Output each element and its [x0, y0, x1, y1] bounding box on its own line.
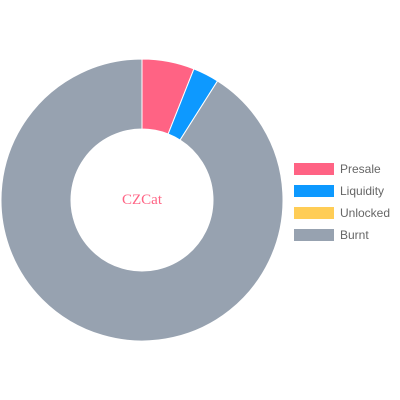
legend-label: Burnt	[340, 228, 369, 242]
slice-burnt[interactable]	[0, 58, 284, 342]
legend-swatch	[294, 163, 334, 175]
legend-item-presale[interactable]: Presale	[294, 158, 390, 180]
legend-swatch	[294, 229, 334, 241]
chart-slices	[0, 58, 284, 342]
legend-label: Presale	[340, 162, 381, 176]
legend-item-burnt[interactable]: Burnt	[294, 224, 390, 246]
legend-item-unlocked[interactable]: Unlocked	[294, 202, 390, 224]
center-label: CZCat	[122, 192, 163, 208]
legend-swatch	[294, 185, 334, 197]
legend-swatch	[294, 207, 334, 219]
legend-label: Liquidity	[340, 184, 385, 198]
legend-label: Unlocked	[340, 206, 391, 220]
legend-item-liquidity[interactable]: Liquidity	[294, 180, 390, 202]
chart-legend: Presale Liquidity Unlocked Burnt	[294, 158, 390, 246]
